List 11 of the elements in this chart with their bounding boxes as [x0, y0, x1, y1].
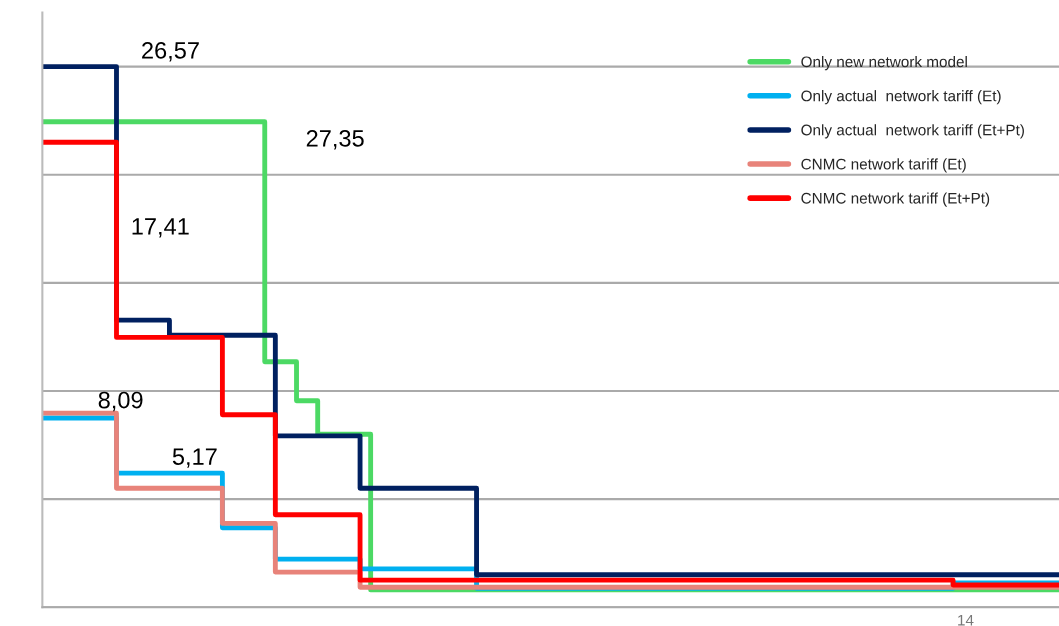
legend-label: Only actual network tariff (Et) [801, 90, 1001, 105]
annotation: 17,41 [132, 218, 189, 238]
legend-label: Only actual network tariff (Et+Pt) [801, 124, 1024, 139]
annotation: 27,35 [306, 130, 364, 150]
legend-label: CNMC network tariff (Et) [801, 158, 966, 173]
legend-label: Only new network model [801, 56, 967, 71]
annotation: 8,09 [98, 391, 143, 412]
text: 14 [958, 614, 974, 626]
legend-label: CNMC network tariff (Et+Pt) [801, 192, 990, 207]
annotation: 5,17 [172, 448, 217, 468]
text: 26,57 [142, 41, 199, 62]
